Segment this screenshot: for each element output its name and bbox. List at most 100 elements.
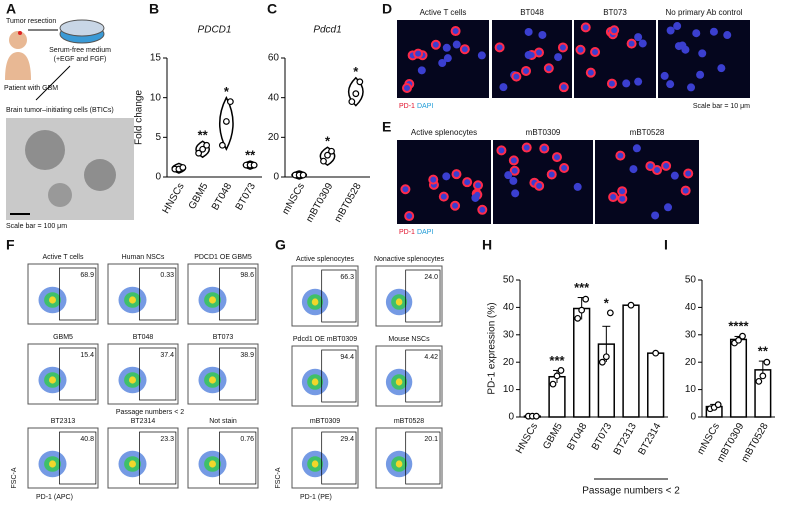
nucleus xyxy=(443,54,452,63)
density xyxy=(129,376,136,384)
x-tick-label: BT073 xyxy=(590,421,614,452)
gate xyxy=(219,431,257,485)
nucleus xyxy=(546,169,557,180)
significance: *** xyxy=(549,353,565,368)
data-point xyxy=(549,380,557,388)
nucleus xyxy=(430,39,441,50)
x-tick-label: BT048 xyxy=(210,181,234,212)
plot-label: mBT0528 xyxy=(394,418,424,425)
axis-label: FSC-A xyxy=(11,467,18,488)
bar xyxy=(729,338,748,418)
plot-label: Mouse NSCs xyxy=(388,336,430,343)
x-tick-label: mNSCs xyxy=(695,421,722,456)
image-label: mBT0309 xyxy=(526,128,561,137)
gate xyxy=(139,431,177,485)
nucleus xyxy=(402,82,413,93)
nucleus xyxy=(521,65,532,76)
plot-label: Not stain xyxy=(209,418,237,425)
violin xyxy=(347,76,364,107)
density xyxy=(395,460,403,468)
nucleus xyxy=(606,78,617,89)
x-tick-label: BT2314 xyxy=(637,421,664,457)
nucleus xyxy=(438,59,447,68)
nucleus xyxy=(687,83,696,92)
data-point xyxy=(203,141,211,149)
nucleus xyxy=(521,142,532,153)
panel-label: I xyxy=(664,237,668,253)
chart-title: Pdcd1 xyxy=(313,25,341,36)
nucleus xyxy=(509,165,520,176)
bracket-label: Passage numbers < 2 xyxy=(582,486,680,497)
gate-value: 94.4 xyxy=(340,354,354,361)
plot-label: Human NSCs xyxy=(122,254,165,261)
sphere xyxy=(84,159,116,191)
gate xyxy=(139,267,177,321)
nucleus xyxy=(666,26,675,35)
y-tick-label: 0 xyxy=(273,172,279,183)
annotation: Scale bar = 10 μm xyxy=(693,103,750,110)
y-tick-label: 40 xyxy=(503,302,515,313)
annotation: Serum-free medium xyxy=(49,47,111,54)
significance: * xyxy=(604,295,610,310)
y-tick-label: 60 xyxy=(268,53,280,64)
gate xyxy=(321,269,357,323)
gate-value: 66.3 xyxy=(340,274,354,281)
arrow xyxy=(35,65,71,101)
data-point xyxy=(652,349,660,357)
nucleus xyxy=(680,185,691,196)
nucleus xyxy=(413,48,424,59)
x-tick-label: BT073 xyxy=(234,181,258,212)
gate xyxy=(139,347,177,401)
nucleus xyxy=(554,53,563,62)
nucleus xyxy=(652,165,663,176)
y-tick-label: 50 xyxy=(685,275,697,286)
gate-value: 40.8 xyxy=(80,436,94,443)
y-tick-label: 10 xyxy=(150,92,162,103)
data-point xyxy=(735,336,742,344)
nucleus xyxy=(438,191,449,202)
y-tick-label: 0 xyxy=(155,172,161,183)
panel-label: F xyxy=(6,237,15,253)
nucleus xyxy=(524,27,533,36)
image-label: Active splenocytes xyxy=(411,128,477,137)
plot-label: Active T cells xyxy=(43,254,84,261)
gate-value: 24.0 xyxy=(424,274,438,281)
gate-value: 23.3 xyxy=(160,436,174,443)
gate-value: 68.9 xyxy=(80,272,94,279)
gate xyxy=(59,347,97,401)
x-tick-label: mBT0528 xyxy=(333,181,364,224)
nucleus xyxy=(494,42,505,53)
data-point xyxy=(250,161,258,169)
image-label: mBT0528 xyxy=(630,128,665,137)
annotation: Scale bar = 100 μm xyxy=(6,223,67,230)
nucleus xyxy=(477,51,486,60)
data-point xyxy=(598,358,606,366)
data-point xyxy=(199,145,207,153)
significance: * xyxy=(325,134,331,149)
tumor xyxy=(18,31,22,35)
x-tick-label: mNSCs xyxy=(280,181,307,216)
nucleus xyxy=(660,71,669,80)
stain-label: PD-1 xyxy=(399,229,415,236)
annotation: Tumor resection xyxy=(6,18,56,25)
image-label: Active T cells xyxy=(420,8,467,17)
nucleus xyxy=(681,45,690,54)
nucleus xyxy=(543,63,554,74)
x-tick-label: BT048 xyxy=(565,421,589,452)
nucleus xyxy=(573,182,582,191)
nucleus xyxy=(670,171,679,180)
plot-label: mBT0309 xyxy=(310,418,340,425)
sphere xyxy=(48,183,72,207)
nucleus xyxy=(717,64,726,73)
data-point xyxy=(627,301,635,309)
fluorescence-image xyxy=(595,140,699,224)
nucleus xyxy=(590,46,601,57)
nucleus xyxy=(504,171,513,180)
gate xyxy=(59,267,97,321)
nucleus xyxy=(661,160,672,171)
stain-label: PD-1 xyxy=(399,103,415,110)
data-point xyxy=(553,372,561,380)
density xyxy=(311,460,319,468)
gate-value: 15.4 xyxy=(80,352,94,359)
nucleus xyxy=(451,169,462,180)
